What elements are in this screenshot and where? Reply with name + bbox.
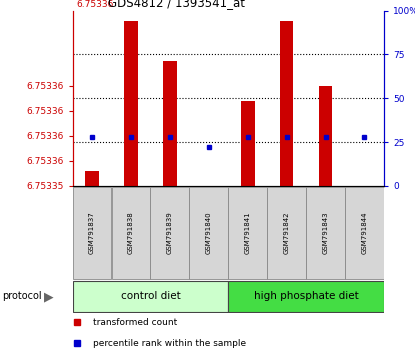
FancyBboxPatch shape: [267, 187, 306, 279]
Text: high phosphate diet: high phosphate diet: [254, 291, 359, 302]
Bar: [319, 86, 332, 186]
Bar: [241, 101, 254, 186]
Text: protocol: protocol: [2, 291, 42, 302]
Bar: [280, 21, 293, 186]
FancyBboxPatch shape: [112, 187, 150, 279]
Bar: [163, 61, 177, 186]
FancyBboxPatch shape: [189, 187, 228, 279]
Text: transformed count: transformed count: [93, 318, 177, 327]
FancyBboxPatch shape: [228, 281, 384, 312]
Text: GSM791843: GSM791843: [322, 211, 329, 254]
Text: GSM791837: GSM791837: [89, 211, 95, 254]
Bar: [124, 21, 138, 186]
Text: GSM791844: GSM791844: [361, 211, 367, 254]
FancyBboxPatch shape: [345, 187, 384, 279]
FancyBboxPatch shape: [306, 187, 345, 279]
Text: GSM791841: GSM791841: [245, 211, 251, 254]
FancyBboxPatch shape: [151, 187, 189, 279]
Text: 6.75336: 6.75336: [77, 0, 114, 9]
FancyBboxPatch shape: [73, 187, 112, 279]
Text: control diet: control diet: [121, 291, 180, 302]
FancyBboxPatch shape: [73, 281, 228, 312]
FancyBboxPatch shape: [228, 187, 267, 279]
Text: GSM791840: GSM791840: [206, 211, 212, 254]
Bar: [85, 171, 99, 186]
Text: GSM791842: GSM791842: [283, 211, 290, 254]
Text: GSM791839: GSM791839: [167, 211, 173, 254]
Text: GSM791838: GSM791838: [128, 211, 134, 254]
Text: percentile rank within the sample: percentile rank within the sample: [93, 339, 246, 348]
Text: ▶: ▶: [44, 290, 53, 303]
Text: GDS4812 / 1393541_at: GDS4812 / 1393541_at: [108, 0, 245, 9]
